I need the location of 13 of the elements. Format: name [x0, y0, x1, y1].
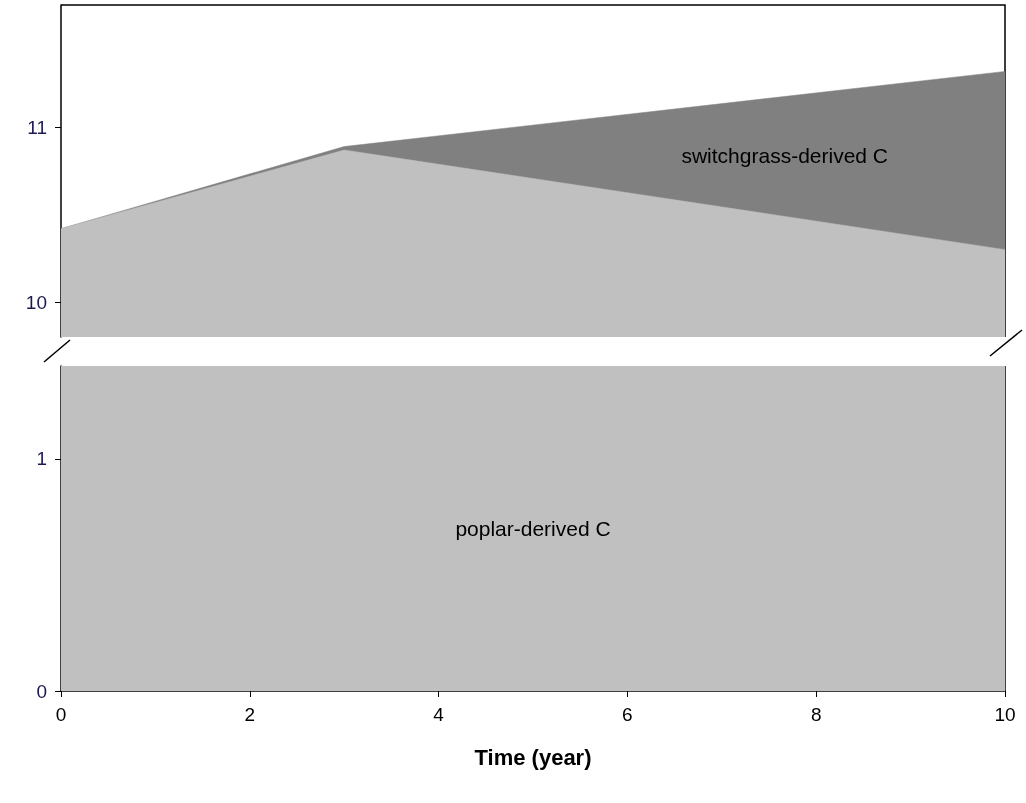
x-tick-label: 2 — [244, 704, 256, 725]
y-tick-label: 0 — [36, 680, 47, 702]
x-tick-label: 10 — [994, 704, 1016, 725]
y-tick-label: 1 — [36, 448, 47, 470]
x-tick-label: 6 — [622, 704, 633, 725]
band-label: poplar-derived C — [455, 517, 611, 540]
y-tick-label: 10 — [25, 291, 47, 313]
series-label: switchgrass-derived C — [681, 144, 889, 168]
x-axis-title: Time (year) — [474, 744, 592, 770]
y-tick-label: 11 — [27, 116, 47, 138]
x-tick-label: 8 — [810, 704, 822, 725]
x-tick-label: 4 — [433, 704, 445, 725]
x-tick-label: 0 — [55, 704, 67, 725]
